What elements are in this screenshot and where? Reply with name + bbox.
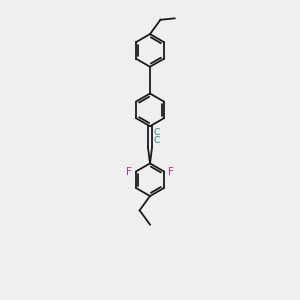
Text: C: C [154,136,160,145]
Text: F: F [168,167,174,176]
Text: C: C [154,128,160,137]
Text: F: F [126,167,132,176]
